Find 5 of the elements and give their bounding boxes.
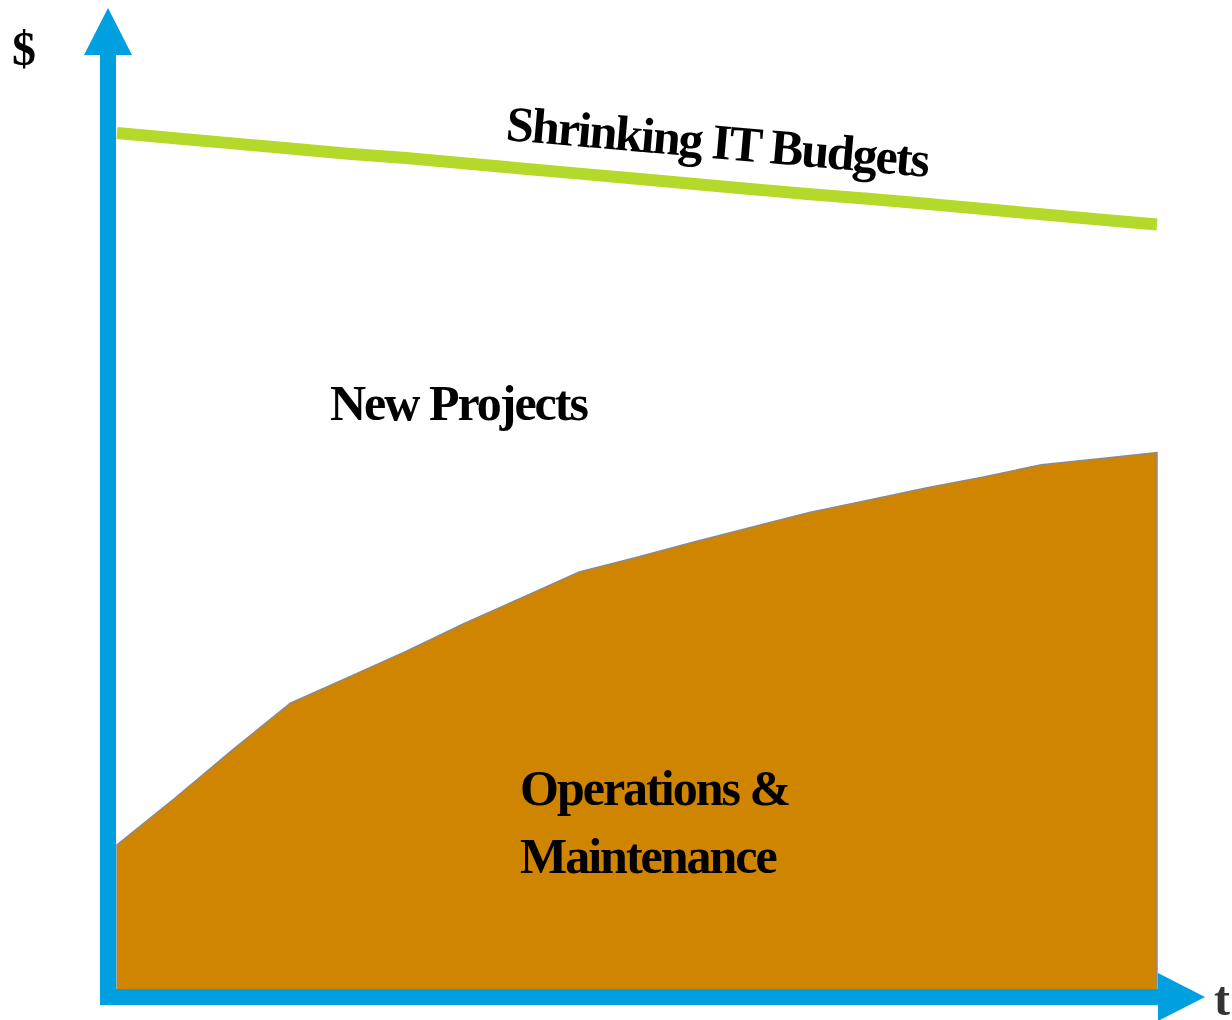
- x-axis-title: t: [1214, 972, 1230, 1020]
- y-axis-title: $: [12, 22, 35, 75]
- annotation: New Projects: [330, 375, 589, 431]
- series-label: Shrinking IT Budgets: [504, 95, 933, 188]
- series-label: Operations & Maintenance: [520, 760, 790, 884]
